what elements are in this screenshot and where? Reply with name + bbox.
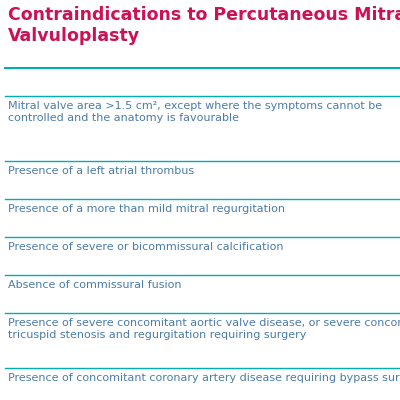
Text: Absence of commissural fusion: Absence of commissural fusion xyxy=(8,280,182,290)
Text: Mitral valve area >1.5 cm², except where the symptoms cannot be
controlled and t: Mitral valve area >1.5 cm², except where… xyxy=(8,101,382,122)
Text: Presence of a left atrial thrombus: Presence of a left atrial thrombus xyxy=(8,166,194,176)
Text: Contraindications to Percutaneous Mitral Balloon
Valvuloplasty: Contraindications to Percutaneous Mitral… xyxy=(8,6,400,45)
Text: Presence of concomitant coronary artery disease requiring bypass surgery: Presence of concomitant coronary artery … xyxy=(8,373,400,383)
Text: Presence of a more than mild mitral regurgitation: Presence of a more than mild mitral regu… xyxy=(8,204,285,214)
Text: Presence of severe or bicommissural calcification: Presence of severe or bicommissural calc… xyxy=(8,242,284,252)
Text: Presence of severe concomitant aortic valve disease, or severe concomitant
tricu: Presence of severe concomitant aortic va… xyxy=(8,318,400,340)
